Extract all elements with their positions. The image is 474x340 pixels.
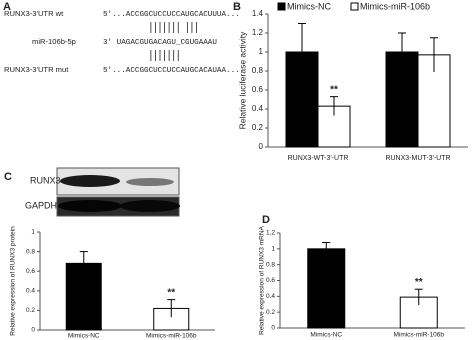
x-tick-label: Mimics-NC: [68, 333, 100, 340]
sequence-name: miR-106b-5p: [32, 37, 76, 46]
blot-band: [126, 178, 174, 186]
annotation: **: [330, 84, 338, 95]
blot-band: [120, 200, 180, 212]
y-tick-label: 0.4: [252, 104, 264, 113]
x-tick-label: RUNX3-MUT-3'-UTR: [385, 155, 450, 162]
annotation: **: [167, 287, 175, 298]
y-tick-label: 0.6: [266, 277, 275, 284]
y-tick-label: 0.8: [26, 248, 35, 255]
y-axis-label: Relative expression of RUNX3 mRNA: [259, 225, 266, 334]
blot-label: GAPDH: [25, 200, 57, 210]
sequence: 5'...ACCGGCUCCUCCAUGCACAUAA...: [103, 67, 240, 75]
y-tick-label: 1.2: [266, 230, 275, 237]
y-tick-label: 0.2: [266, 309, 275, 316]
panel-label: A: [3, 1, 11, 13]
bar: [307, 248, 346, 329]
y-axis-label: Relative luciferase activity: [237, 31, 247, 130]
y-tick-label: 1: [259, 47, 264, 56]
blot-band: [58, 200, 122, 212]
x-tick-label: Mimics-NC: [310, 332, 342, 339]
legend-swatch: [277, 2, 286, 11]
y-tick-label: 1: [271, 246, 275, 253]
x-tick-label: RUNX3-WT-3'-UTR: [288, 155, 349, 162]
blot-label: RUNX3: [30, 175, 61, 185]
y-tick-label: 0.4: [266, 293, 275, 300]
annotation: **: [415, 277, 423, 288]
panel-label: D: [262, 214, 270, 226]
y-tick-label: 0.4: [26, 288, 35, 295]
sequence-name: RUNX3-3'UTR wt: [4, 9, 64, 18]
blot-band: [60, 175, 120, 187]
sequence-name: RUNX3-3'UTR mut: [4, 65, 69, 74]
y-tick-label: 0.6: [26, 268, 35, 275]
legend-label: Mimics-miR-106b: [360, 1, 430, 11]
y-axis-label: Relative expression of RUNX3 protein: [10, 226, 17, 336]
y-tick-label: 1: [31, 229, 35, 236]
y-tick-label: 0.2: [252, 123, 264, 132]
y-tick-label: 0.2: [26, 307, 35, 314]
y-tick-label: 1.4: [252, 9, 264, 18]
y-tick-label: 0.8: [252, 66, 264, 75]
y-tick-label: 1.2: [252, 28, 264, 37]
y-tick-label: 0.8: [266, 261, 275, 268]
legend-label: Mimics-NC: [287, 1, 331, 11]
sequence: 5'...ACCGGCUCCUCCAUGCACUUUA...: [103, 11, 240, 19]
y-tick-label: 0: [271, 325, 275, 332]
y-tick-label: 0: [31, 327, 35, 334]
panel-label: B: [233, 1, 241, 13]
y-tick-label: 0: [259, 142, 264, 151]
sequence: 3' UAGACGUGACAGU_CGUGAAAU: [103, 39, 217, 47]
x-tick-label: Mimics-miR-106b: [146, 333, 197, 340]
x-tick-label: Mimics-miR-106b: [393, 332, 444, 339]
bar: [285, 51, 319, 148]
y-tick-label: 0.6: [252, 85, 264, 94]
legend-swatch: [350, 2, 359, 11]
panel-label: C: [4, 171, 12, 183]
